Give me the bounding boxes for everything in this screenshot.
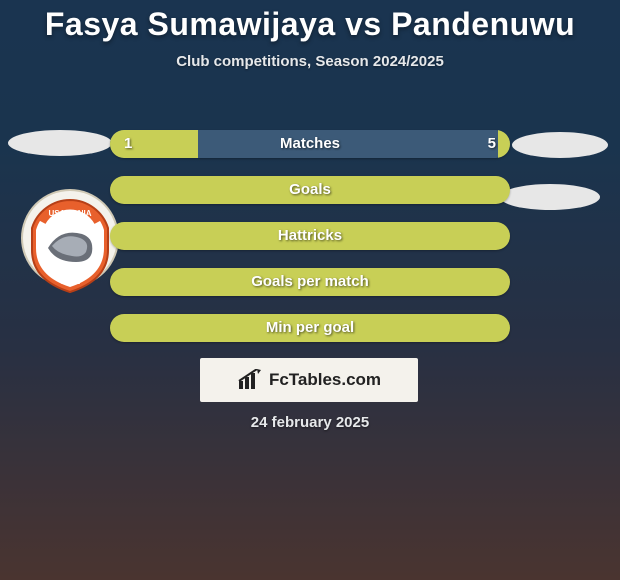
page-title: Fasya Sumawijaya vs Pandenuwu [0,6,620,43]
player-avatar-right [512,132,608,158]
chart-icon [237,369,263,391]
bar-min-per-goal: Min per goal [110,314,510,342]
bar-label: Goals [110,176,510,204]
bar-hattricks: Hattricks [110,222,510,250]
bar-goals-per-match: Goals per match [110,268,510,296]
svg-text:ORNE: ORNE [60,279,81,286]
shield-icon: USAMANIA ORNE [20,188,120,298]
date-text: 24 february 2025 [0,414,620,431]
bar-right-value: 5 [488,130,496,158]
stat-bars: 1 Matches 5 Goals Hattricks Goals per ma… [110,130,510,360]
bar-label: Goals per match [110,268,510,296]
bar-matches: 1 Matches 5 [110,130,510,158]
bar-goals: Goals [110,176,510,204]
branding-badge[interactable]: FcTables.com [200,358,418,402]
branding-text: FcTables.com [269,370,381,390]
club-badge-left: USAMANIA ORNE [20,188,120,296]
player-avatar-left [8,130,112,156]
bar-label: Hattricks [110,222,510,250]
bar-label: Min per goal [110,314,510,342]
bar-label: Matches [110,130,510,158]
page-subtitle: Club competitions, Season 2024/2025 [0,53,620,70]
club-badge-right [500,184,600,210]
svg-text:USAMANIA: USAMANIA [48,209,91,218]
